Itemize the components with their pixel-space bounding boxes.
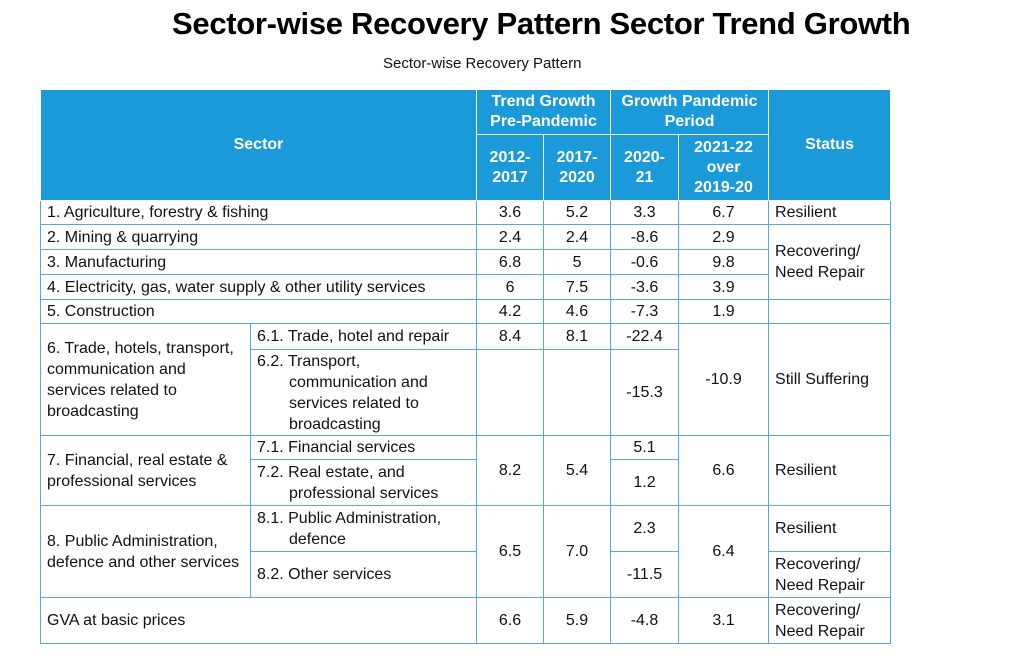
subsector-cell: 8.2. Other services bbox=[249, 551, 478, 598]
value-cell: 7.0 bbox=[543, 505, 612, 598]
subsector-cell: 6.2. Transport, communication and servic… bbox=[249, 349, 478, 436]
table-row: 2. Mining & quarrying 2.4 2.4 -8.6 2.9 R… bbox=[39, 224, 892, 300]
table-row: 6.2. Transport, communication and servic… bbox=[41, 349, 891, 436]
status-cell: Resilient bbox=[768, 200, 892, 225]
value-cell: 6 bbox=[476, 274, 545, 300]
subsector-cell: 6.1. Trade, hotel and repair bbox=[249, 323, 478, 350]
sector-cell: 5. Construction bbox=[39, 299, 478, 324]
value-cell: -22.4 bbox=[610, 323, 680, 350]
value-cell: 3.6 bbox=[476, 200, 545, 225]
value-cell: 4.2 bbox=[476, 299, 545, 324]
sector-cell: 8. Public Administration, defence and ot… bbox=[40, 505, 251, 598]
value-cell: 3.1 bbox=[678, 597, 770, 644]
value-cell: 1.2 bbox=[610, 459, 680, 506]
value-cell: 8.4 bbox=[476, 323, 545, 350]
value-cell: 5.4 bbox=[543, 435, 612, 506]
table-row: GVA at basic prices 6.6 5.9 -4.8 3.1 Rec… bbox=[39, 597, 892, 644]
value-cell: 5 bbox=[543, 249, 612, 275]
value-cell: 6.6 bbox=[476, 597, 545, 644]
table-row: 7.2. Real estate, and professional servi… bbox=[41, 459, 891, 506]
sector-cell: 2. Mining & quarrying bbox=[39, 224, 478, 250]
status-cell: Recovering/ Need Repair bbox=[768, 551, 892, 598]
value-cell: 6.8 bbox=[476, 249, 545, 275]
table-row: 4. Electricity, gas, water supply & othe… bbox=[39, 274, 891, 300]
value-cell: 3.3 bbox=[610, 200, 680, 225]
header-growth-pandemic: Growth Pandemic Period bbox=[610, 89, 770, 135]
table-row: 3. Manufacturing 6.8 5 -0.6 9.8 bbox=[39, 249, 891, 275]
value-cell: 5.9 bbox=[543, 597, 612, 644]
value-cell-empty bbox=[476, 349, 545, 436]
table-caption: Sector-wise Recovery Pattern bbox=[383, 55, 582, 72]
table-row: 7. Financial, real estate & professional… bbox=[40, 435, 892, 506]
value-cell: 4.6 bbox=[543, 299, 612, 324]
status-cell: Resilient bbox=[768, 435, 892, 506]
status-cell: Recovering/ Need Repair bbox=[768, 224, 892, 300]
value-cell: 6.5 bbox=[476, 505, 545, 598]
value-cell: -15.3 bbox=[610, 349, 680, 436]
value-cell-empty bbox=[543, 349, 612, 436]
header-2017-2020: 2017-2020 bbox=[543, 134, 612, 201]
subsector-cell: 7.1. Financial services bbox=[249, 435, 478, 460]
table-row: 8. Public Administration, defence and ot… bbox=[40, 505, 892, 598]
status-cell: Still Suffering bbox=[768, 323, 892, 436]
header-2020-21: 2020-21 bbox=[610, 134, 680, 201]
table-header: Sector Trend Growth Pre-Pandemic Growth … bbox=[39, 89, 892, 201]
header-2012-2017: 2012-2017 bbox=[476, 134, 545, 201]
table-row: 1. Agriculture, forestry & fishing 3.6 5… bbox=[39, 200, 892, 225]
value-cell: 6.4 bbox=[678, 505, 770, 598]
table-row: 8.2. Other services -11.5 Recovering/ Ne… bbox=[41, 551, 892, 598]
value-cell: 7.5 bbox=[543, 274, 612, 300]
value-cell: 2.9 bbox=[678, 224, 770, 250]
sector-cell: 3. Manufacturing bbox=[39, 249, 478, 275]
value-cell: 2.4 bbox=[543, 224, 612, 250]
value-cell: -8.6 bbox=[610, 224, 680, 250]
status-cell-empty bbox=[768, 299, 892, 324]
header-trend-growth: Trend Growth Pre-Pandemic bbox=[476, 89, 612, 135]
value-cell: 5.2 bbox=[543, 200, 612, 225]
status-cell: Recovering/ Need Repair bbox=[768, 597, 892, 644]
recovery-table: Sector Trend Growth Pre-Pandemic Growth … bbox=[39, 89, 892, 644]
value-cell: 2.3 bbox=[610, 505, 680, 552]
value-cell: 9.8 bbox=[678, 249, 770, 275]
value-cell: 8.2 bbox=[476, 435, 545, 506]
status-cell: Resilient bbox=[768, 505, 892, 552]
value-cell: 8.1 bbox=[543, 323, 612, 350]
value-cell: 6.6 bbox=[678, 435, 770, 506]
value-cell: 2.4 bbox=[476, 224, 545, 250]
header-sector: Sector bbox=[39, 89, 478, 201]
value-cell: -10.9 bbox=[678, 323, 770, 436]
value-cell: 1.9 bbox=[678, 299, 770, 324]
table-row: 6. Trade, hotels, transport, communicati… bbox=[40, 323, 892, 436]
sector-cell: 4. Electricity, gas, water supply & othe… bbox=[39, 274, 478, 300]
sector-cell: 1. Agriculture, forestry & fishing bbox=[39, 200, 478, 225]
value-cell: -0.6 bbox=[610, 249, 680, 275]
value-cell: 3.9 bbox=[678, 274, 770, 300]
header-2021-22: 2021-22 over 2019-20 bbox=[678, 134, 770, 201]
sector-cell: 7. Financial, real estate & professional… bbox=[40, 435, 251, 506]
header-status: Status bbox=[768, 89, 892, 201]
subsector-cell: 7.2. Real estate, and professional servi… bbox=[249, 459, 478, 506]
value-cell: -4.8 bbox=[610, 597, 680, 644]
value-cell: -3.6 bbox=[610, 274, 680, 300]
table-row: 5. Construction 4.2 4.6 -7.3 1.9 bbox=[39, 299, 892, 324]
value-cell: 6.7 bbox=[678, 200, 770, 225]
sector-cell: GVA at basic prices bbox=[39, 597, 478, 644]
subsector-cell: 8.1. Public Administration, defence bbox=[249, 505, 478, 552]
page-title: Sector-wise Recovery Pattern Sector Tren… bbox=[172, 6, 911, 41]
sector-cell: 6. Trade, hotels, transport, communicati… bbox=[40, 323, 251, 436]
value-cell: -11.5 bbox=[610, 551, 680, 598]
value-cell: -7.3 bbox=[610, 299, 680, 324]
value-cell: 5.1 bbox=[610, 435, 680, 460]
